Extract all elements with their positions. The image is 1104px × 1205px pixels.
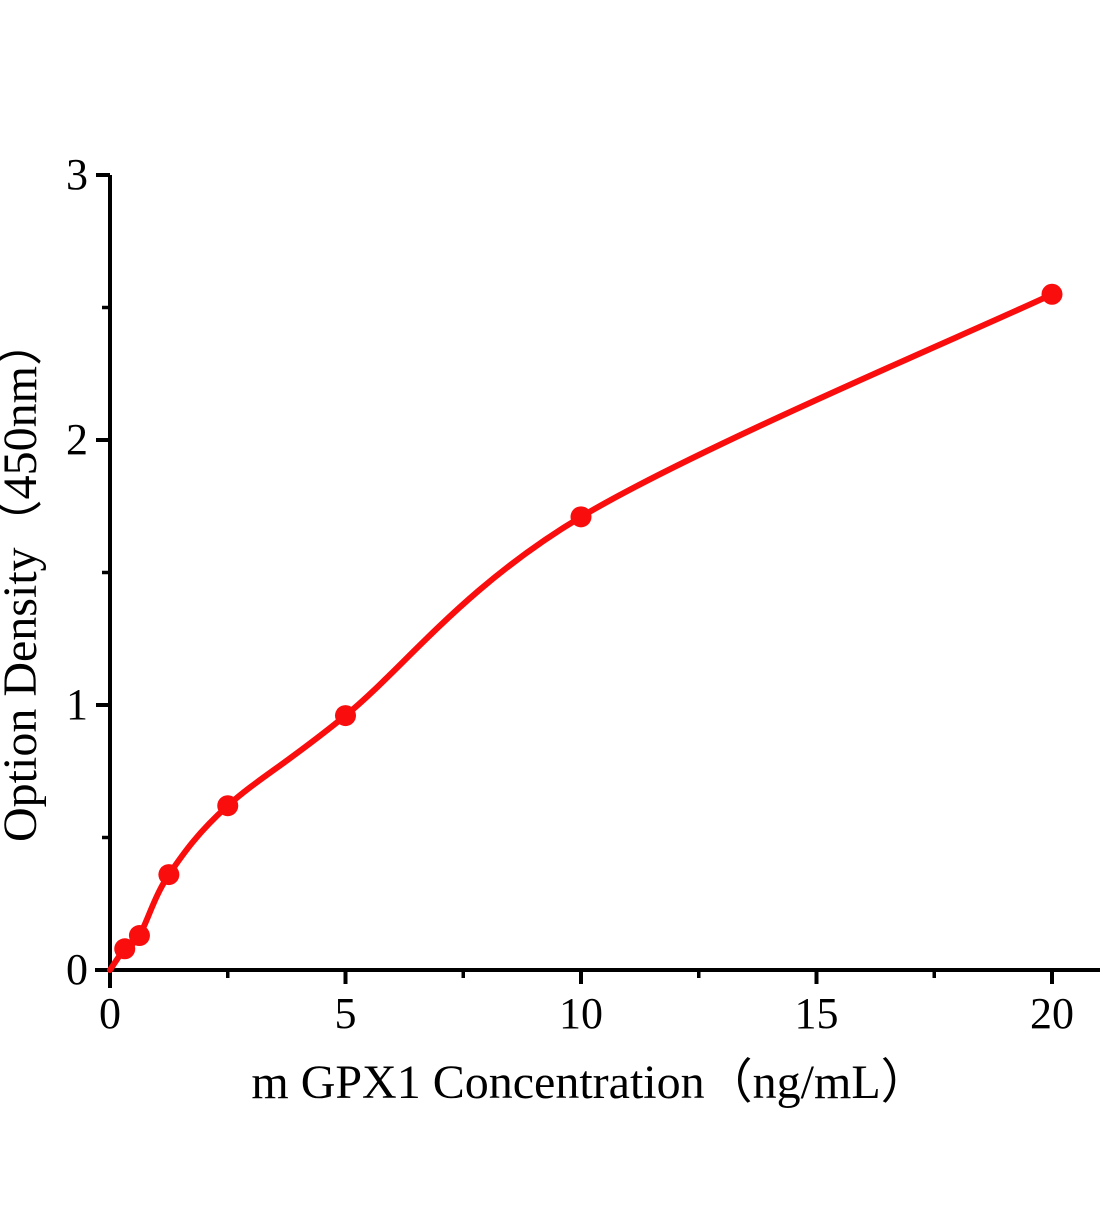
data-point-marker <box>158 864 180 886</box>
y-axis-title: Option Density（450nm） <box>0 318 47 842</box>
data-point-marker <box>335 705 356 727</box>
x-tick-label: 15 <box>795 989 839 1038</box>
x-tick-label: 20 <box>1030 989 1074 1038</box>
x-axis-title: m GPX1 Concentration（ng/mL） <box>251 1056 928 1109</box>
x-tick-label: 0 <box>99 989 121 1038</box>
data-point-marker <box>570 506 592 528</box>
x-tick-label: 5 <box>335 989 357 1038</box>
y-tick-label: 2 <box>66 415 88 464</box>
data-point-marker <box>114 938 136 960</box>
data-point-marker <box>1041 283 1063 305</box>
y-tick-label: 3 <box>66 150 88 199</box>
y-tick-label: 1 <box>66 680 88 729</box>
x-tick-label: 10 <box>559 989 603 1038</box>
fit-curve-line <box>107 291 1055 973</box>
data-point-marker <box>217 795 239 817</box>
y-tick-label: 0 <box>66 945 88 994</box>
data-point-marker <box>128 925 150 947</box>
